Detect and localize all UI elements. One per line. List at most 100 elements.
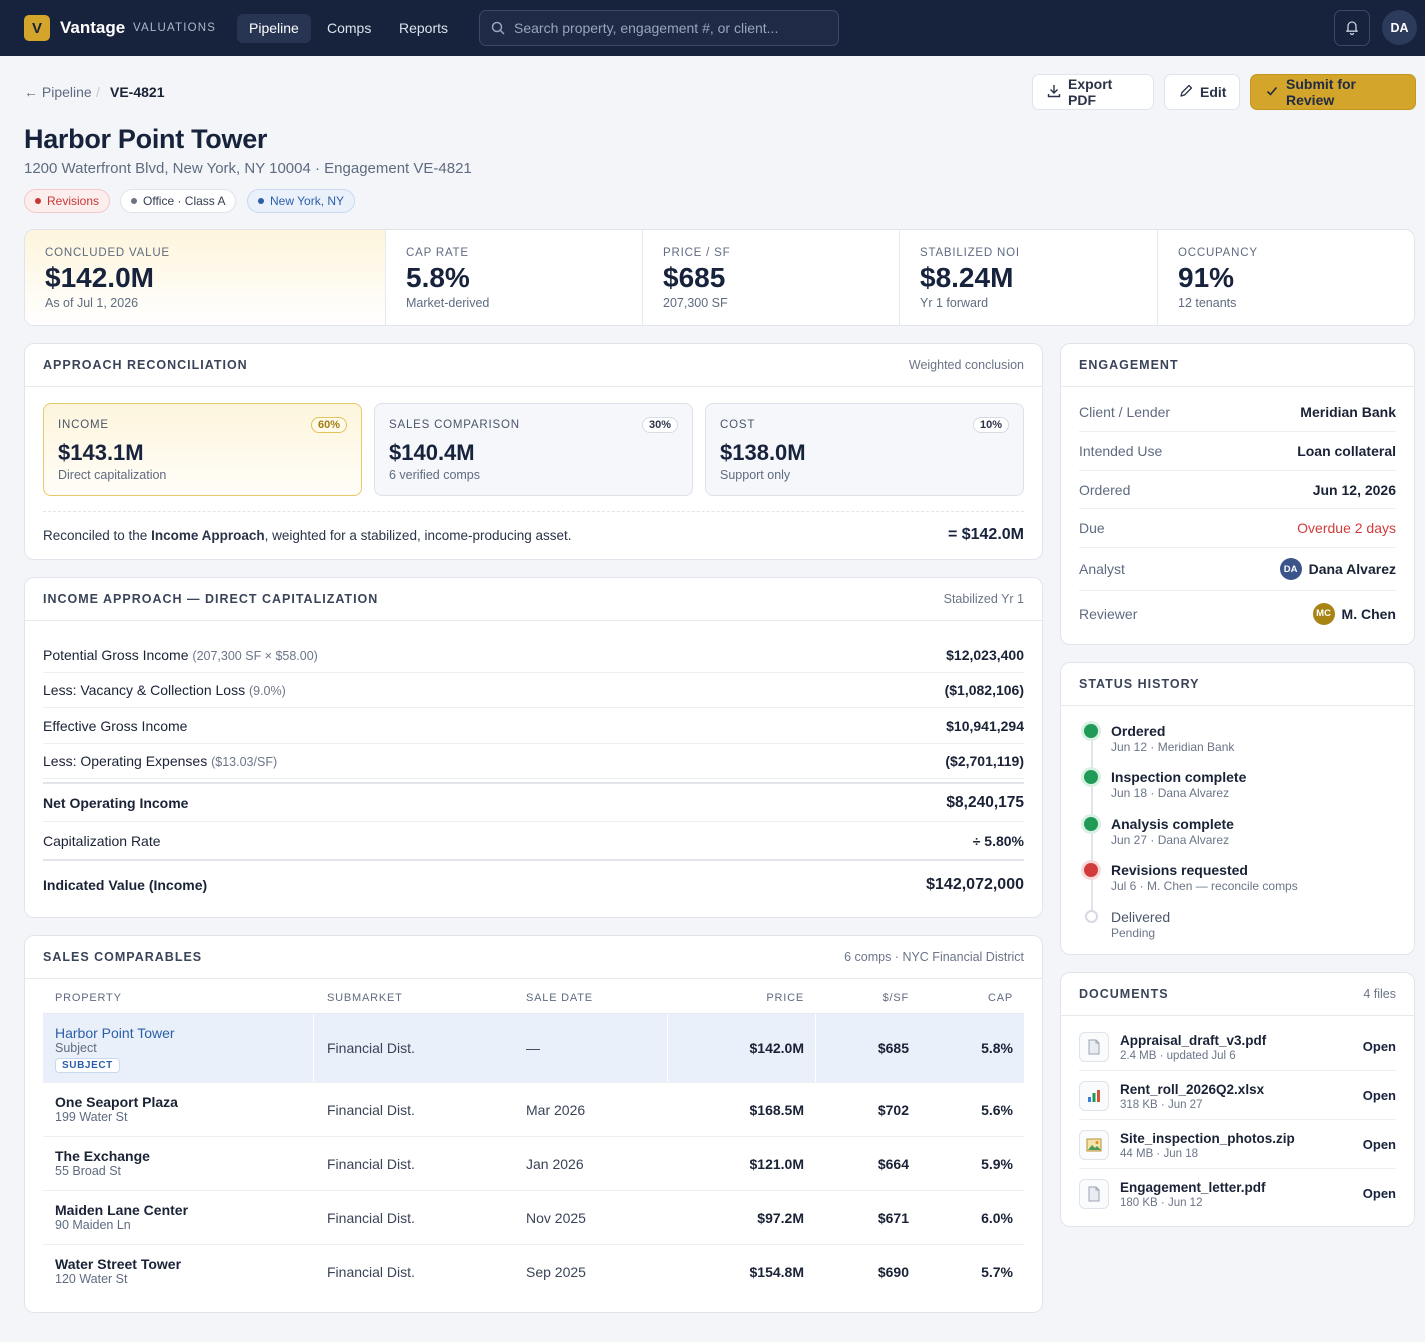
- timeline-sub: Jul 6 · M. Chen — reconcile comps: [1111, 879, 1298, 893]
- income-approach-card: INCOME APPROACH — DIRECT CAPITALIZATION …: [24, 577, 1043, 918]
- export-pdf-button[interactable]: Export PDF: [1032, 74, 1154, 110]
- kpi-note: 12 tenants: [1178, 296, 1237, 310]
- open-link[interactable]: Open: [1362, 1039, 1396, 1054]
- document-item[interactable]: Rent_roll_2026Q2.xlsx 318 KB · Jun 27 Op…: [1079, 1071, 1396, 1120]
- price-cell: $121.0M: [749, 1156, 804, 1172]
- status-dot-done: [1084, 770, 1098, 784]
- property-cell: Water Street Tower 120 Water St: [55, 1256, 181, 1286]
- kpi-price-per-sf: PRICE / SF $685 207,300 SF: [643, 230, 900, 325]
- notifications-button[interactable]: [1334, 10, 1370, 46]
- income-row: Effective Gross Income $10,941,294: [43, 709, 1024, 744]
- weight-badge: 60%: [310, 417, 347, 433]
- approach-income[interactable]: INCOME 60% $143.1M Direct capitalization: [43, 403, 362, 496]
- price-per-sf-cell: $685: [877, 1040, 909, 1056]
- submarket-cell: Financial Dist.: [327, 1102, 415, 1118]
- column-header-property[interactable]: PROPERTY: [55, 992, 122, 1004]
- field-value: Loan collateral: [1297, 443, 1396, 459]
- field-label: Due: [1079, 520, 1105, 536]
- open-link[interactable]: Open: [1362, 1137, 1396, 1152]
- row-label: Less: Operating Expenses: [43, 753, 208, 769]
- document-meta: 44 MB · Jun 18: [1120, 1148, 1198, 1160]
- open-link[interactable]: Open: [1362, 1186, 1396, 1201]
- nav-pipeline[interactable]: Pipeline: [237, 14, 311, 43]
- breadcrumb-pipeline[interactable]: Pipeline: [41, 84, 92, 100]
- approach-sales-comparison[interactable]: SALES COMPARISON 30% $140.4M 6 verified …: [374, 403, 693, 496]
- submarket-cell: Financial Dist.: [327, 1264, 415, 1280]
- document-name: Site_inspection_photos.zip: [1120, 1131, 1295, 1146]
- search-icon: [491, 21, 505, 38]
- property-name[interactable]: Water Street Tower: [55, 1256, 182, 1272]
- approach-label: INCOME: [58, 419, 109, 431]
- table-row[interactable]: The Exchange 55 Broad St Financial Dist.…: [43, 1137, 1024, 1191]
- table-row[interactable]: Water Street Tower 120 Water St Financia…: [43, 1245, 1024, 1299]
- kpi-strip: CONCLUDED VALUE $142.0M As of Jul 1, 202…: [24, 229, 1415, 326]
- submarket-cell: Financial Dist.: [327, 1156, 415, 1172]
- kpi-label: OCCUPANCY: [1178, 247, 1258, 259]
- table-row[interactable]: One Seaport Plaza 199 Water St Financial…: [43, 1083, 1024, 1137]
- open-link[interactable]: Open: [1362, 1088, 1396, 1103]
- row-label: Capitalization Rate: [43, 833, 161, 849]
- bell-icon: [1344, 19, 1360, 38]
- timeline-title: Revisions requested: [1111, 862, 1248, 878]
- engagement-row: Due Overdue 2 days: [1079, 509, 1396, 548]
- column-header-sale-date[interactable]: SALE DATE: [526, 992, 593, 1004]
- approach-cost[interactable]: COST 10% $138.0M Support only: [705, 403, 1024, 496]
- property-address: 199 Water St: [55, 1110, 128, 1124]
- nav-comps[interactable]: Comps: [327, 20, 372, 36]
- row-amount: $8,240,175: [946, 793, 1024, 811]
- property-name[interactable]: Maiden Lane Center: [55, 1202, 189, 1218]
- analyst-value[interactable]: DA Dana Alvarez: [1279, 558, 1396, 580]
- kpi-value: $685: [663, 262, 726, 293]
- submit-for-review-button[interactable]: Submit for Review: [1250, 74, 1416, 110]
- search-input[interactable]: [514, 11, 834, 45]
- column-header-price-per-sf[interactable]: $/SF: [882, 992, 909, 1004]
- row-label: Net Operating Income: [43, 794, 189, 811]
- engagement-card: ENGAGEMENT Client / Lender Meridian Bank…: [1060, 343, 1415, 645]
- card-subtitle: Stabilized Yr 1: [943, 592, 1024, 606]
- column-header-cap[interactable]: CAP: [987, 992, 1013, 1004]
- column-header-price[interactable]: PRICE: [766, 992, 804, 1004]
- logo[interactable]: V: [24, 15, 50, 41]
- column-header-submarket[interactable]: SUBMARKET: [327, 992, 403, 1004]
- kpi-value: $8.24M: [920, 262, 1014, 293]
- timeline-title: Ordered: [1111, 723, 1166, 739]
- document-item[interactable]: Engagement_letter.pdf 180 KB · Jun 12 Op…: [1079, 1169, 1396, 1218]
- document-name: Appraisal_draft_v3.pdf: [1120, 1033, 1267, 1048]
- cap-cell: 5.8%: [981, 1040, 1013, 1056]
- row-label: Indicated Value (Income): [43, 877, 208, 893]
- cap-cell: 5.9%: [981, 1156, 1013, 1172]
- approach-value: $143.1M: [58, 440, 144, 465]
- submarket-cell: Financial Dist.: [327, 1040, 415, 1056]
- reviewer-value[interactable]: MC M. Chen: [1312, 602, 1396, 625]
- table-row-subject[interactable]: Harbor Point Tower Subject SUBJECT Finan…: [43, 1014, 1024, 1083]
- price-cell: $154.8M: [749, 1264, 804, 1280]
- pdf-icon: [1079, 1179, 1109, 1209]
- property-address: 120 Water St: [55, 1272, 128, 1286]
- page-title: Harbor Point Tower: [24, 124, 268, 154]
- row-detail: (9.0%): [248, 684, 286, 698]
- sale-date-cell: Jan 2026: [526, 1156, 584, 1172]
- breadcrumb-back[interactable]: ← Pipeline: [24, 84, 92, 100]
- status-badge: Revisions: [24, 189, 111, 213]
- property-name[interactable]: The Exchange: [55, 1148, 150, 1164]
- document-item[interactable]: Site_inspection_photos.zip 44 MB · Jun 1…: [1079, 1120, 1396, 1169]
- summary-emphasis: Income Approach: [151, 528, 265, 543]
- divider: [1061, 705, 1414, 706]
- kpi-note: 207,300 SF: [663, 296, 728, 310]
- sale-date-cell: Nov 2025: [526, 1210, 586, 1226]
- search-box[interactable]: [479, 10, 839, 46]
- price-per-sf-cell: $664: [877, 1156, 909, 1172]
- kpi-label: STABILIZED NOI: [920, 247, 1020, 259]
- income-row: Less: Vacancy & Collection Loss (9.0%) (…: [43, 673, 1024, 708]
- field-label: Analyst: [1079, 561, 1125, 577]
- edit-button[interactable]: Edit: [1164, 74, 1240, 110]
- user-avatar[interactable]: DA: [1382, 10, 1417, 45]
- nav-reports[interactable]: Reports: [399, 20, 449, 36]
- property-name[interactable]: One Seaport Plaza: [55, 1094, 178, 1110]
- kpi-label: PRICE / SF: [663, 247, 731, 259]
- engagement-row: Analyst DA Dana Alvarez: [1079, 548, 1396, 591]
- table-row[interactable]: Maiden Lane Center 90 Maiden Ln Financia…: [43, 1191, 1024, 1245]
- document-item[interactable]: Appraisal_draft_v3.pdf 2.4 MB · updated …: [1079, 1022, 1396, 1071]
- card-title: INCOME APPROACH — DIRECT CAPITALIZATION: [43, 592, 379, 606]
- property-name-link[interactable]: Harbor Point Tower: [55, 1025, 175, 1041]
